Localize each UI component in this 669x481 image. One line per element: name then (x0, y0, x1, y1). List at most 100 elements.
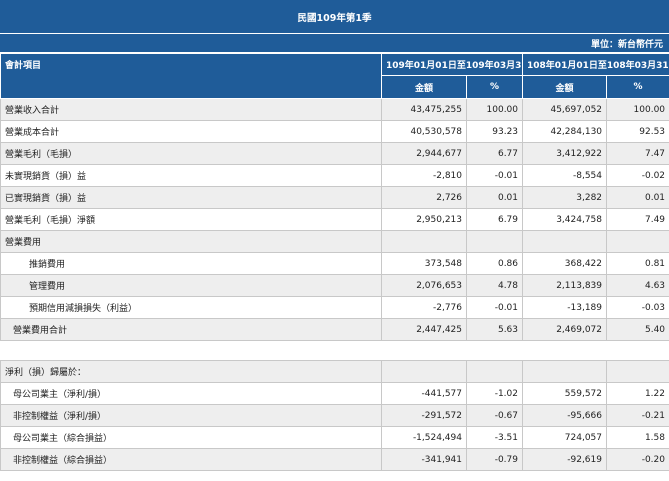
percent-current: 0.01 (465, 186, 524, 209)
amount-current: 373,548 (381, 252, 467, 275)
amount-current: 2,076,653 (381, 274, 467, 297)
row-label: 淨利（損）歸屬於： (0, 360, 382, 383)
percent-prior: 0.01 (606, 186, 669, 209)
percent-current: 4.78 (465, 274, 524, 297)
table-row: 非控制權益（淨利∕損） -291,572 -0.67 -95,666 -0.21 (0, 404, 669, 427)
amount-current: -2,776 (381, 296, 467, 319)
amount-current: -341,941 (381, 448, 467, 471)
table-row: 母公司業主（淨利∕損） -441,577 -1.02 559,572 1.22 (0, 382, 669, 405)
amount-current: 2,944,677 (381, 142, 467, 165)
prior-period-header: 108年01月01日至108年03月31日 (522, 53, 669, 76)
row-label: 營業費用合計 (0, 318, 382, 341)
table-row: 推銷費用 373,548 0.86 368,422 0.81 (0, 252, 669, 275)
net-income-attribution-table: 淨利（損）歸屬於： 母公司業主（淨利∕損） -441,577 -1.02 559,572… (0, 360, 669, 471)
item-column-header: 會計項目 (0, 53, 382, 99)
amount-prior: 3,282 (522, 186, 608, 209)
amount-prior: 368,422 (522, 252, 608, 275)
row-label: 營業毛利（毛損）淨額 (0, 208, 382, 231)
percent-prior: 0.81 (606, 252, 669, 275)
percent-prior: 92.53 (606, 120, 669, 143)
table-row: 母公司業主（綜合損益） -1,524,494 -3.51 724,057 1.58 (0, 426, 669, 449)
table-row: 已實現銷貨（損）益 2,726 0.01 3,282 0.01 (0, 186, 669, 209)
percent-current: 6.79 (465, 208, 524, 231)
table-row: 未實現銷貨（損）益 -2,810 -0.01 -8,554 -0.02 (0, 164, 669, 187)
percent-prior: -0.02 (606, 164, 669, 187)
table-row: 預期信用減損損失（利益） -2,776 -0.01 -13,189 -0.03 (0, 296, 669, 319)
percent-prior: 5.40 (606, 318, 669, 341)
amount-current: -1,524,494 (381, 426, 467, 449)
amount-header-current: 金額 (381, 75, 467, 99)
percent-prior: 1.22 (606, 382, 669, 405)
percent-current: -0.01 (465, 296, 524, 319)
percent-current: 0.86 (465, 252, 524, 275)
row-label: 母公司業主（淨利∕損） (0, 382, 382, 405)
amount-prior: 3,424,758 (522, 208, 608, 231)
percent-current: 100.00 (465, 98, 524, 121)
report-title: 民國109年第1季 (0, 0, 669, 33)
income-statement-table: 會計項目 109年01月01日至109年03月31日 108年01月01日至10… (0, 53, 669, 341)
amount-prior: 45,697,052 (522, 98, 608, 121)
table-row: 營業收入合計 43,475,255 100.00 45,697,052 100.00 (0, 98, 669, 121)
amount-prior: 42,284,130 (522, 120, 608, 143)
amount-current: -441,577 (381, 382, 467, 405)
amount-prior: 724,057 (522, 426, 607, 449)
row-label: 推銷費用 (0, 252, 382, 275)
amount-prior: -8,554 (522, 164, 608, 187)
table-row: 營業毛利（毛損）淨額 2,950,213 6.79 3,424,758 7.49 (0, 208, 669, 231)
row-label: 已實現銷貨（損）益 (0, 186, 382, 209)
row-label: 非控制權益（淨利∕損） (0, 404, 382, 427)
percent-current: -0.01 (465, 164, 524, 187)
amount-prior: -13,189 (522, 296, 608, 319)
percent-prior: 7.49 (606, 208, 669, 231)
percent-current: -1.02 (466, 382, 523, 405)
percent-prior (606, 360, 669, 383)
amount-prior: 559,572 (522, 382, 607, 405)
percent-header-prior: % (606, 75, 669, 99)
percent-current: 5.63 (465, 318, 524, 341)
row-label: 預期信用減損損失（利益） (0, 296, 382, 319)
percent-current: -0.79 (466, 448, 523, 471)
percent-current (466, 360, 523, 383)
amount-current (381, 230, 467, 253)
table-row: 營業成本合計 40,530,578 93.23 42,284,130 92.53 (0, 120, 669, 143)
amount-current: -2,810 (381, 164, 467, 187)
table-row: 營業毛利（毛損） 2,944,677 6.77 3,412,922 7.47 (0, 142, 669, 165)
percent-header-current: % (465, 75, 524, 99)
percent-prior: 100.00 (606, 98, 669, 121)
percent-prior: -0.21 (606, 404, 669, 427)
amount-current: 2,726 (381, 186, 467, 209)
current-period-header: 109年01月01日至109年03月31日 (380, 53, 524, 76)
percent-prior (606, 230, 669, 253)
amount-current: -291,572 (381, 404, 467, 427)
amount-prior (522, 360, 607, 383)
row-label: 營業成本合計 (0, 120, 382, 143)
percent-prior: -0.03 (606, 296, 669, 319)
percent-prior: 7.47 (606, 142, 669, 165)
percent-current (465, 230, 524, 253)
percent-current: 6.77 (465, 142, 524, 165)
row-label: 管理費用 (0, 274, 382, 297)
percent-prior: 4.63 (606, 274, 669, 297)
amount-header-prior: 金額 (522, 75, 608, 99)
amount-prior (522, 230, 608, 253)
row-label: 未實現銷貨（損）益 (0, 164, 382, 187)
percent-prior: -0.20 (606, 448, 669, 471)
amount-prior: -95,666 (522, 404, 607, 427)
table-row: 營業費用 (0, 230, 669, 253)
amount-prior: -92,619 (522, 448, 607, 471)
percent-current: 93.23 (465, 120, 524, 143)
percent-current: -0.67 (466, 404, 523, 427)
table-row: 淨利（損）歸屬於： (0, 360, 669, 383)
row-label: 非控制權益（綜合損益） (0, 448, 382, 471)
amount-prior: 2,469,072 (522, 318, 608, 341)
amount-current: 43,475,255 (381, 98, 467, 121)
row-label: 營業費用 (0, 230, 382, 253)
table-row: 管理費用 2,076,653 4.78 2,113,839 4.63 (0, 274, 669, 297)
row-label: 營業收入合計 (0, 98, 382, 121)
row-label: 母公司業主（綜合損益） (0, 426, 382, 449)
amount-current (381, 360, 467, 383)
percent-current: -3.51 (466, 426, 523, 449)
amount-current: 40,530,578 (381, 120, 467, 143)
amount-current: 2,447,425 (381, 318, 467, 341)
unit-label: 單位：新台幣仟元 (0, 34, 669, 52)
